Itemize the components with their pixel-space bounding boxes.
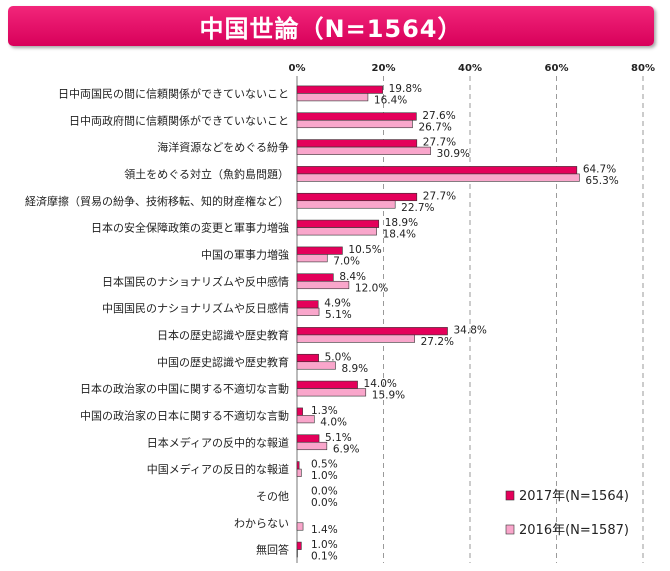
bar-2017 [296,353,319,363]
legend-label-2017: 2017年(N=1564) [519,489,629,504]
bar-2016 [296,254,328,263]
data-label-2017: 4.9% [324,298,351,310]
x-tick-label: 80% [631,63,655,74]
category-label: 中国メディアの反日的な報道 [147,462,289,476]
category-label: 日本の歴史認識や歴史教育 [157,328,289,342]
data-label-2017: 27.7% [423,137,456,149]
data-label-2016: 15.9% [372,390,405,402]
bar-2016 [296,334,415,343]
category-label: 海洋資源などをめぐる紛争 [157,140,289,154]
category-label: 中国の歴史認識や歴史教育 [157,355,289,369]
category-label: 日本国民のナショナリズムや反中感情 [102,274,289,288]
data-label-2017: 19.8% [389,83,422,95]
data-label-2016: 26.7% [418,121,451,133]
bar-2017 [296,219,380,228]
category-label: 日本の安全保障政策の変更と軍事力増強 [91,221,289,235]
bar-2016 [296,522,304,531]
data-label-2016: 18.4% [383,229,416,241]
bar-2016 [296,441,328,451]
category-label: 無回答 [256,543,289,557]
data-label-2016: 16.4% [374,94,407,106]
data-label-2017: 10.5% [348,244,381,256]
data-label-2017: 1.3% [311,405,338,417]
bar-2016 [296,307,320,316]
chart-title: 中国世論（N=1564） [199,14,463,43]
bar-2017 [296,300,319,309]
data-label-2017: 14.0% [364,378,397,390]
data-label-2017: 8.4% [339,271,366,283]
data-label-2016: 8.9% [341,363,368,375]
data-label-2016: 6.9% [333,443,360,455]
bar-2016 [296,119,413,129]
bar-2017 [296,541,302,550]
category-label: 経済摩擦（貿易の紛争、技術移転、知的財産権など） [25,194,289,208]
title-banner: 中国世論（N=1564） [8,6,654,46]
data-label-2016: 4.0% [320,416,347,428]
data-label-2016: 0.0% [311,497,338,509]
data-label-2017: 34.8% [454,324,487,336]
category-label: 日中両政府間に信頼関係ができていないこと [69,113,289,127]
category-label: わからない [234,517,289,530]
bar-2017 [296,192,418,202]
bar-2017 [296,246,343,255]
data-label-2016: 12.0% [355,282,388,294]
data-label-2016: 1.4% [311,524,338,536]
bar-2017 [296,166,578,175]
legend-swatch-2017 [505,490,515,501]
data-label-2016: 27.2% [421,336,454,348]
bar-2017 [296,461,300,470]
data-label-2016: 22.7% [401,202,434,214]
bar-2017 [296,85,383,94]
data-label-2017: 5.0% [325,351,352,363]
x-tick-label: 20% [372,63,396,74]
category-label: 中国の軍事力増強 [201,248,289,261]
bar-2016 [296,227,377,236]
category-label: 領土をめぐる対立（魚釣島問題） [124,167,289,181]
bar-2016 [296,415,315,424]
data-label-2016: 0.1% [311,551,338,563]
bar-2017 [296,407,303,416]
data-label-2017: 64.7% [583,163,616,175]
x-tick-label: 40% [458,63,482,74]
bar-2017 [296,139,418,148]
data-label-2017: 0.0% [311,485,338,497]
data-label-2017: 18.9% [385,217,418,229]
bar-2017 [296,273,334,282]
category-label: その他 [256,490,289,503]
data-label-2016: 7.0% [333,255,360,267]
data-label-2016: 65.3% [585,175,618,187]
bar-2016 [296,361,336,370]
x-tick-label: 60% [545,63,569,74]
category-label: 日中両国民の間に信頼関係ができていないこと [58,86,289,100]
category-label: 日本の政治家の中国に関する不適切な言動 [80,382,289,396]
bar-2016 [296,200,396,209]
data-label-2016: 30.9% [437,148,470,160]
data-label-2016: 5.1% [325,309,352,321]
bar-2016 [296,93,369,102]
legend-swatch-2016 [505,524,515,535]
legend-label-2016: 2016年(N=1587) [519,523,629,538]
data-label-2016: 1.0% [311,470,338,482]
data-label-2017: 5.1% [325,432,352,444]
bar-2016 [296,388,367,397]
category-label: 中国国民のナショナリズムや反日感情 [102,301,289,315]
bar-2017 [296,327,448,336]
data-label-2017: 1.0% [311,539,338,551]
x-tick-label: 0% [289,63,306,74]
category-label: 日本メディアの反中的な報道 [147,435,289,449]
bar-2017 [296,380,358,389]
bar-2016 [296,280,350,290]
data-label-2017: 0.5% [311,459,338,471]
bar-2017 [296,434,320,443]
data-label-2017: 27.7% [423,190,456,202]
bar-2016 [296,146,431,155]
data-label-2017: 27.6% [422,110,455,122]
bar-2016 [296,468,302,477]
bar-2017 [296,112,417,121]
category-label: 中国の政治家の日本に関する不適切な言動 [80,408,289,422]
bar-2016 [296,173,580,182]
